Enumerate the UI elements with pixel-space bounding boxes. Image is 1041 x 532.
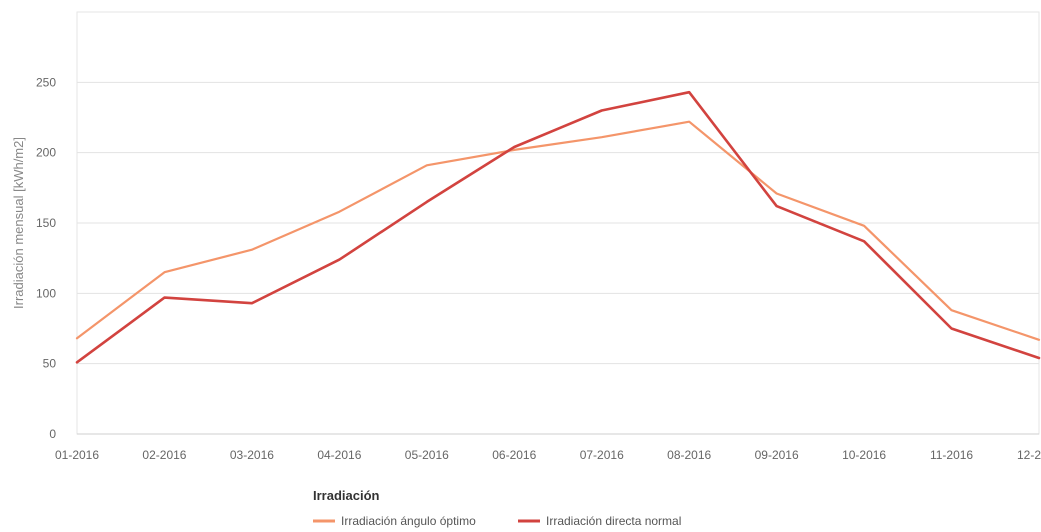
x-tick-label: 11-2016 xyxy=(930,448,973,462)
x-tick-label: 02-2016 xyxy=(142,448,186,462)
legend-title: Irradiación xyxy=(313,488,380,503)
x-tick-label: 09-2016 xyxy=(755,448,799,462)
x-tick-label: 06-2016 xyxy=(492,448,536,462)
y-tick-label: 250 xyxy=(36,75,56,89)
x-tick-label: 04-2016 xyxy=(317,448,361,462)
y-tick-label: 150 xyxy=(36,216,56,230)
series-line xyxy=(75,90,1041,364)
x-tick-label: 10-2016 xyxy=(842,448,886,462)
series-lines xyxy=(75,90,1041,364)
y-axis-label: Irradiación mensual [kWh/m2] xyxy=(11,137,26,309)
legend-label: Irradiación directa normal xyxy=(546,514,681,528)
x-tick-label: 08-2016 xyxy=(667,448,711,462)
x-tick-label: 01-2016 xyxy=(55,448,99,462)
legend[interactable]: Irradiación Irradiación ángulo óptimo Irr… xyxy=(313,488,681,528)
y-tick-label: 50 xyxy=(43,357,57,371)
x-tick-label: 12-2016 xyxy=(1017,448,1041,462)
grid-lines xyxy=(77,81,1039,435)
legend-item[interactable]: Irradiación directa normal xyxy=(518,514,681,528)
x-tick-label: 03-2016 xyxy=(230,448,274,462)
y-tick-label: 100 xyxy=(36,286,56,300)
x-tick-label: 07-2016 xyxy=(580,448,624,462)
y-tick-labels: 0 50 100 150 200 250 xyxy=(36,75,56,441)
x-tick-label: 05-2016 xyxy=(405,448,449,462)
legend-label: Irradiación ángulo óptimo xyxy=(341,514,476,528)
legend-item[interactable]: Irradiación ángulo óptimo xyxy=(313,514,476,528)
x-tick-labels: 01-2016 02-2016 03-2016 04-2016 05-2016 06-20… xyxy=(55,448,1041,462)
y-tick-label: 0 xyxy=(49,427,56,441)
series-line xyxy=(75,120,1041,341)
legend-items: Irradiación ángulo óptimo Irradiación dir… xyxy=(313,514,681,528)
y-tick-label: 200 xyxy=(36,146,56,160)
